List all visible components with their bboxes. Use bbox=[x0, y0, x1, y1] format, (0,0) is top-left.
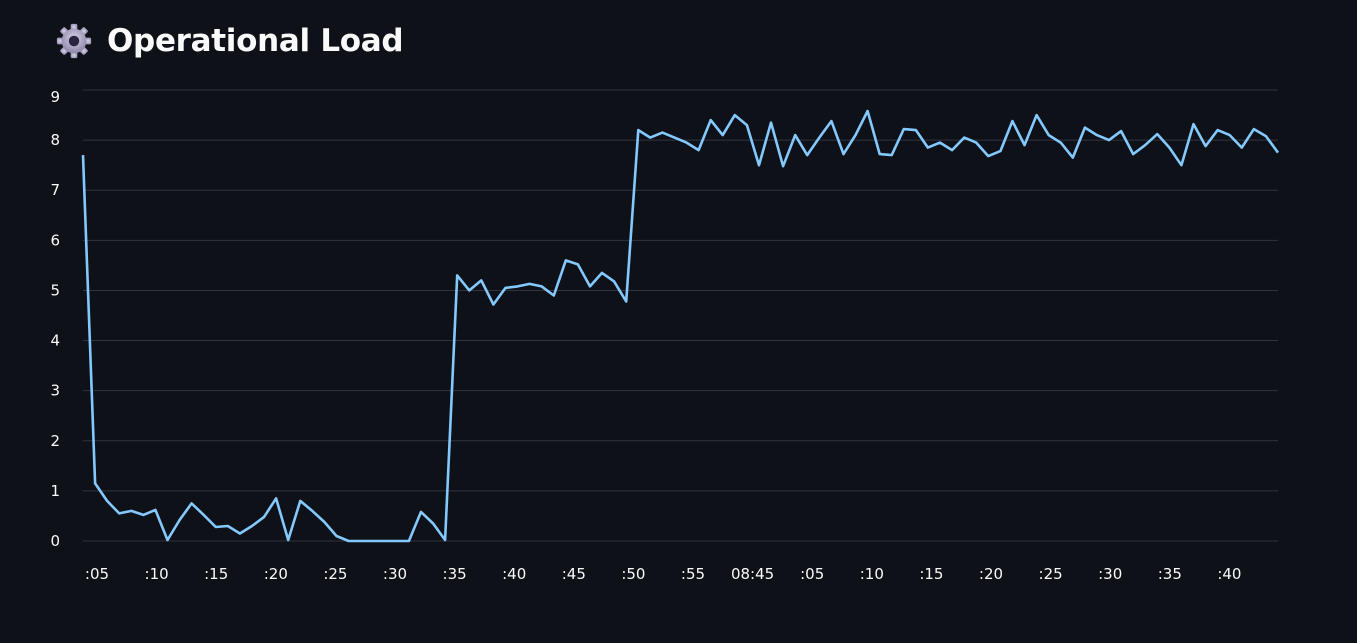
x-tick-label: :10 bbox=[145, 565, 169, 583]
gear-icon bbox=[56, 23, 92, 59]
x-tick-label: :40 bbox=[502, 565, 526, 583]
x-tick-label: :30 bbox=[383, 565, 407, 583]
x-tick-label: :25 bbox=[1039, 565, 1063, 583]
x-tick-label: :50 bbox=[621, 565, 645, 583]
x-tick-label: :40 bbox=[1217, 565, 1241, 583]
x-tick-label: :20 bbox=[979, 565, 1003, 583]
x-tick-label: :45 bbox=[562, 565, 586, 583]
grid-lines bbox=[83, 89, 1278, 542]
y-tick-label: 4 bbox=[50, 332, 60, 350]
x-tick-label: :35 bbox=[443, 565, 467, 583]
y-tick-label: 9 bbox=[50, 88, 60, 106]
y-tick-label: 0 bbox=[50, 532, 60, 550]
y-tick-label: 5 bbox=[50, 281, 60, 299]
x-tick-label: :20 bbox=[264, 565, 288, 583]
x-tick-label: 08:45 bbox=[731, 565, 774, 583]
y-tick-label: 7 bbox=[50, 181, 60, 199]
x-tick-label: :35 bbox=[1158, 565, 1182, 583]
page-header: Operational Load bbox=[55, 18, 404, 64]
x-tick-label: :05 bbox=[800, 565, 824, 583]
x-tick-label: :55 bbox=[681, 565, 705, 583]
y-tick-label: 1 bbox=[50, 482, 60, 500]
series-line bbox=[81, 109, 1280, 543]
y-tick-label: 2 bbox=[50, 432, 60, 450]
x-axis-ticks: :05 :10 :15 :20 :25 :30 :35 :40 :45 :50 :55 08:45 :0… bbox=[85, 565, 1242, 583]
page-title: Operational Load bbox=[107, 23, 404, 59]
x-tick-label: :05 bbox=[85, 565, 109, 583]
y-tick-label: 3 bbox=[50, 382, 60, 400]
y-tick-label: 6 bbox=[50, 231, 60, 249]
y-tick-label: 8 bbox=[50, 131, 60, 149]
x-tick-label: :30 bbox=[1098, 565, 1122, 583]
x-tick-label: :15 bbox=[204, 565, 228, 583]
y-axis-ticks: 0 1 2 3 4 5 6 7 8 9 bbox=[50, 88, 60, 550]
x-tick-label: :25 bbox=[323, 565, 347, 583]
x-tick-label: :15 bbox=[919, 565, 943, 583]
x-tick-label: :10 bbox=[860, 565, 884, 583]
series-layer bbox=[81, 109, 1280, 543]
